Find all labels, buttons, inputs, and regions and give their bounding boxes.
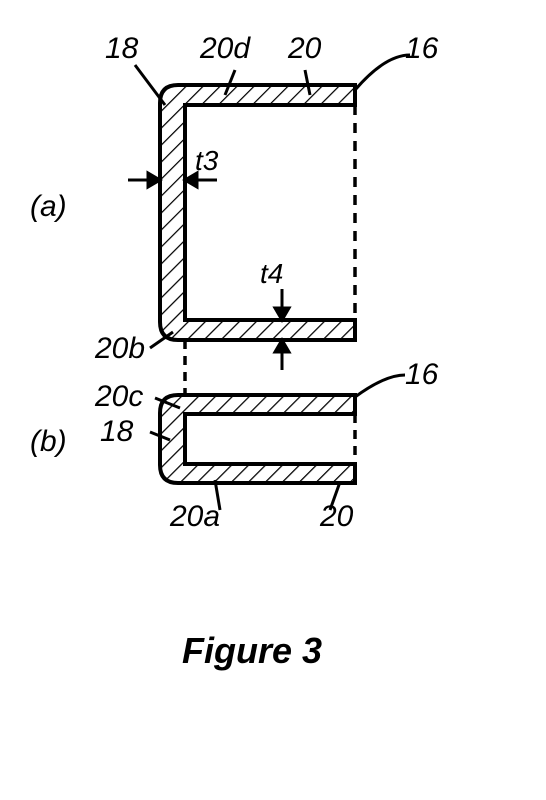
- label-20-bot: 20: [320, 500, 353, 534]
- label-20a: 20a: [170, 500, 220, 534]
- label-16-top: 16: [405, 32, 438, 66]
- label-t4: t4: [260, 258, 283, 290]
- label-18-top: 18: [105, 32, 138, 66]
- label-b: (b): [30, 425, 67, 459]
- label-16-mid: 16: [405, 358, 438, 392]
- label-20c: 20c: [95, 380, 143, 414]
- figure-caption: Figure 3: [182, 630, 322, 672]
- label-20b: 20b: [95, 332, 145, 366]
- label-20d: 20d: [200, 32, 250, 66]
- figure-canvas: 18 20d 20 16 (a) t3 t4 20b 16 20c 18 (b)…: [0, 0, 546, 800]
- label-20-top: 20: [288, 32, 321, 66]
- label-t3: t3: [195, 145, 218, 177]
- label-a: (a): [30, 190, 67, 224]
- label-18-bot: 18: [100, 415, 133, 449]
